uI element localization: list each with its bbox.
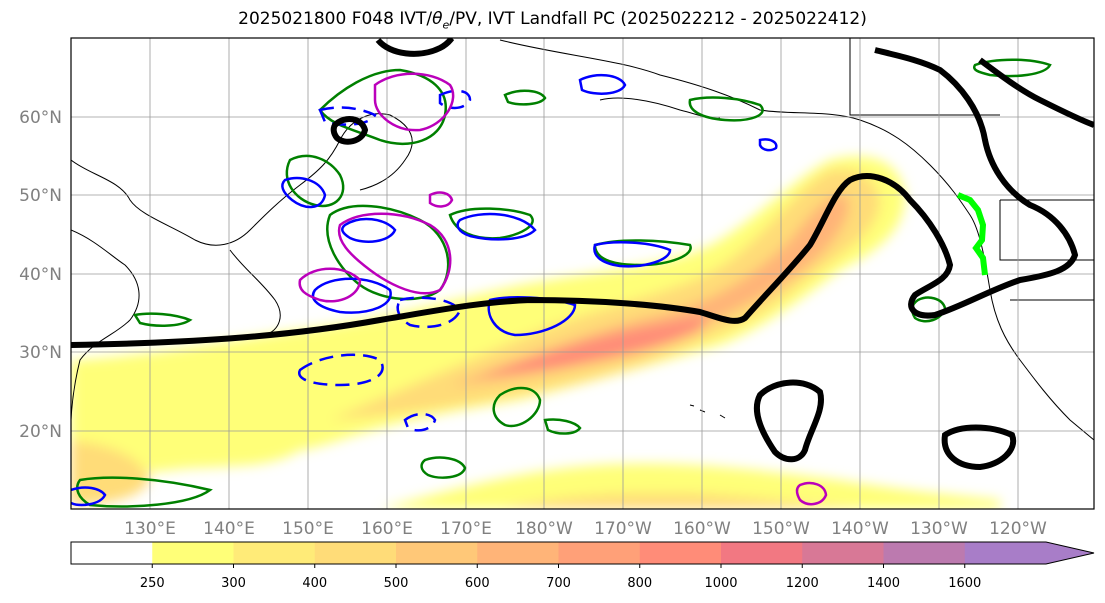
lon-label: 160°W [673, 519, 731, 539]
pv-contours [298, 72, 828, 506]
lat-label: 20°N [19, 422, 62, 442]
colorbar-label: 600 [465, 576, 490, 591]
colorbar-swatch [964, 542, 1094, 564]
colorbar-label: 500 [384, 576, 409, 591]
lon-label: 140°W [831, 519, 889, 539]
lon-label: 130°W [910, 519, 968, 539]
colorbar-swatch [396, 542, 478, 564]
lat-label: 50°N [19, 186, 62, 206]
colorbar: 250 300 400 500 600 700 800 1000 1200 14… [70, 541, 1095, 591]
graticule [71, 38, 1094, 509]
colorbar-swatch [477, 542, 559, 564]
colorbar-label: 1600 [948, 576, 981, 591]
colorbar-swatch [639, 542, 722, 564]
colorbar-swatch [558, 542, 641, 564]
colorbar-label: 400 [302, 576, 327, 591]
colorbar-label: 700 [546, 576, 571, 591]
colorbar-swatches [71, 542, 1094, 564]
ivt-shading [71, 156, 1000, 509]
figure-title: 2025021800 F048 IVT/θe/PV, IVT Landfall … [238, 9, 867, 32]
lon-label: 120°W [989, 519, 1047, 539]
lon-label: 150°E [282, 519, 334, 539]
colorbar-swatch [802, 542, 884, 564]
colorbar-label: 1200 [786, 576, 819, 591]
lon-label: 140°E [203, 519, 255, 539]
lat-labels: 20°N 30°N 40°N 50°N 60°N [19, 108, 62, 442]
lon-label: 150°W [752, 519, 810, 539]
colorbar-labels: 250 300 400 500 600 700 800 1000 1200 14… [140, 576, 981, 591]
map-frame [70, 37, 1095, 510]
colorbar-label: 300 [221, 576, 246, 591]
lat-label: 30°N [19, 343, 62, 363]
colorbar-swatch [71, 542, 153, 564]
colorbar-label: 250 [140, 576, 165, 591]
colorbar-swatch [883, 542, 966, 564]
landfall-marker [956, 192, 988, 276]
lon-label: 160°E [361, 519, 413, 539]
lon-label: 130°E [124, 519, 176, 539]
colorbar-swatch [152, 542, 234, 564]
colorbar-swatch [721, 542, 803, 564]
colorbar-label: 1400 [867, 576, 900, 591]
lat-label: 60°N [19, 108, 62, 128]
map-content [71, 38, 1094, 509]
lon-labels: 130°E 140°E 150°E 160°E 170°E 180°W 170°… [124, 519, 1047, 539]
colorbar-outline [70, 541, 1095, 565]
colorbar-label: 800 [627, 576, 652, 591]
colorbar-swatch [314, 542, 397, 564]
lon-label: 170°W [594, 519, 652, 539]
ivt-pc-contours [71, 38, 1094, 471]
lon-label: 170°E [440, 519, 492, 539]
colorbar-ticks [151, 564, 966, 568]
lat-label: 40°N [19, 265, 62, 285]
colorbar-swatch [233, 542, 316, 564]
lon-label: 180°W [515, 519, 573, 539]
colorbar-label: 1000 [704, 576, 737, 591]
